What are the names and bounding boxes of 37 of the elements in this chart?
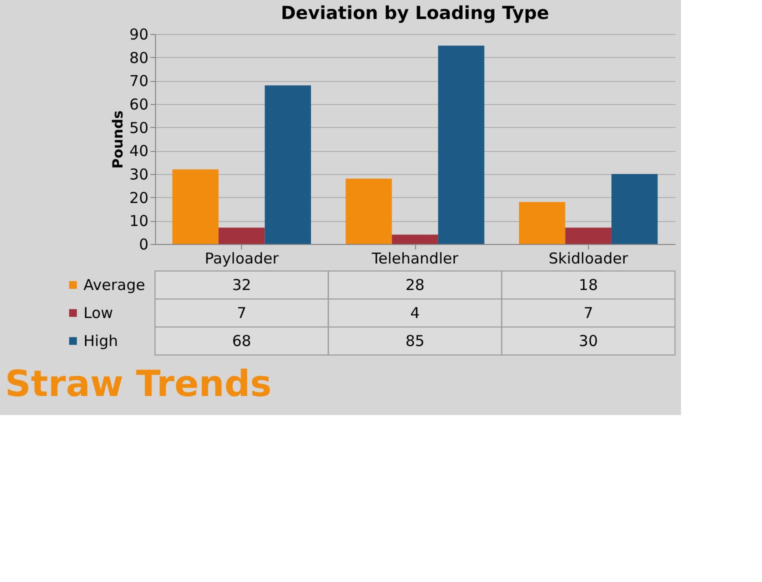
y-tick-label: 80: [129, 48, 148, 67]
bar: [611, 174, 658, 244]
y-tick-label: 30: [129, 166, 148, 184]
y-tick-label: 0: [138, 236, 148, 254]
data-label: 32: [232, 276, 252, 294]
chart-title: Deviation by Loading Type: [280, 3, 550, 24]
y-tick-label: 50: [129, 118, 148, 137]
data-label: 85: [405, 332, 425, 350]
bar: [172, 169, 219, 244]
bar: [392, 234, 438, 244]
x-tick-label: Telehandler: [370, 250, 460, 268]
data-label: 18: [578, 276, 598, 294]
data-label: 68: [232, 332, 252, 350]
data-label: 4: [410, 304, 420, 322]
y-tick-label: 10: [129, 212, 148, 230]
y-tick-label: 40: [129, 142, 148, 160]
y-axis-title: Pounds: [110, 110, 126, 169]
x-tick-label: Payloader: [204, 250, 280, 268]
legend-label: Low: [84, 304, 114, 322]
bar: [346, 178, 392, 244]
data-label: 7: [584, 304, 594, 322]
bar: [264, 85, 311, 244]
bar: [438, 46, 484, 244]
text: Straw Trends: [5, 364, 272, 405]
y-tick-label: 60: [129, 96, 148, 114]
data-label: 30: [578, 332, 598, 350]
y-tick-label: 70: [129, 72, 148, 90]
data-label: 7: [236, 304, 246, 322]
y-tick-label: 90: [129, 26, 148, 44]
x-tick-label: Skidloader: [548, 250, 629, 268]
legend-label: Average: [84, 276, 146, 294]
data-label: 28: [405, 276, 425, 294]
bar: [565, 228, 612, 244]
legend-label: High: [84, 332, 118, 350]
bar: [519, 202, 566, 244]
y-tick-label: 20: [129, 188, 148, 207]
bar: [218, 228, 265, 244]
